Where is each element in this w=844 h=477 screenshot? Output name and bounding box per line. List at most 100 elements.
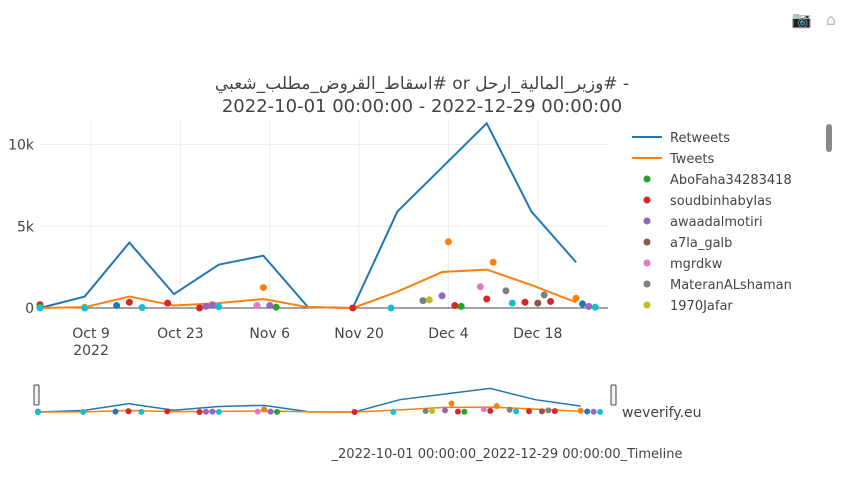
- user-point: [489, 258, 497, 266]
- range-point: [493, 403, 500, 410]
- range-point: [480, 406, 487, 413]
- range-point: [577, 407, 584, 414]
- user-point: [540, 291, 548, 299]
- x-tick-label: Dec 4: [428, 326, 469, 342]
- series-line-retweets: [39, 121, 577, 310]
- user-point: [138, 304, 146, 312]
- y-tick-label: 5k: [17, 219, 35, 235]
- user-point: [483, 295, 491, 303]
- chart-caption: _2022-10-01 00:00:00_2022-12-29 00:00:00…: [331, 447, 683, 462]
- range-point: [196, 409, 203, 415]
- legend-scrollbar[interactable]: [826, 124, 832, 152]
- legend-label: AboFaha34283418: [670, 173, 792, 188]
- range-point: [538, 408, 545, 415]
- user-point: [215, 303, 223, 311]
- user-point: [476, 283, 484, 291]
- range-point: [597, 408, 604, 415]
- y-tick-label: 10k: [8, 138, 35, 154]
- range-point: [164, 408, 171, 415]
- user-point: [534, 299, 542, 307]
- legend-swatch-dot: [643, 238, 651, 246]
- range-point: [351, 409, 358, 415]
- legend-swatch-dot: [643, 175, 651, 183]
- range-handle-right[interactable]: [610, 384, 617, 406]
- range-point: [454, 408, 461, 415]
- user-point: [572, 294, 580, 302]
- range-point: [526, 408, 533, 415]
- user-point: [202, 302, 210, 310]
- range-point: [461, 408, 468, 415]
- legend-swatch-dot: [643, 301, 651, 309]
- x-tick-sublabel: 2022: [73, 343, 109, 359]
- legend-label: a7la_galb: [670, 236, 732, 251]
- range-point: [138, 408, 145, 415]
- chart-title-line1: اسقاط_القروض_مطلب_شعبي# or وزير_المالية_…: [214, 74, 630, 94]
- user-point: [502, 287, 510, 295]
- legend-swatch-dot: [643, 280, 651, 288]
- x-tick-label: Oct 9: [72, 326, 110, 342]
- range-point: [487, 407, 494, 414]
- user-point: [125, 298, 133, 306]
- range-point: [506, 406, 513, 413]
- user-point: [508, 299, 516, 307]
- x-tick-label: Nov 20: [334, 326, 384, 342]
- range-point: [545, 407, 552, 414]
- legend-label: Retweets: [670, 131, 730, 146]
- x-tick-label: Dec 18: [513, 326, 562, 342]
- user-point: [438, 292, 446, 300]
- range-handle-left[interactable]: [33, 384, 40, 406]
- user-point: [591, 303, 599, 311]
- range-point: [551, 408, 558, 415]
- range-point: [584, 408, 591, 415]
- home-icon[interactable]: ⌂: [825, 10, 836, 29]
- legend-label: Tweets: [669, 152, 715, 167]
- user-point: [266, 302, 274, 310]
- range-point: [442, 407, 449, 414]
- legend-swatch-dot: [643, 259, 651, 267]
- range-point: [429, 407, 436, 414]
- legend-label: awaadalmotiri: [670, 215, 763, 230]
- user-point: [547, 297, 555, 305]
- user-point: [196, 304, 204, 312]
- user-point: [349, 304, 357, 312]
- user-point: [81, 304, 89, 312]
- modebar: 📷 ⌂: [792, 10, 836, 29]
- range-point: [422, 408, 429, 415]
- legend-swatch-dot: [643, 217, 651, 225]
- range-point: [80, 409, 87, 415]
- user-point: [164, 299, 172, 307]
- chart-title-line2: 2022-10-01 00:00:00 - 2022-12-29 00:00:0…: [221, 96, 623, 117]
- user-point: [521, 298, 529, 306]
- legend-label: soudbinhabylas: [670, 194, 772, 209]
- user-point: [457, 302, 465, 310]
- range-point: [261, 406, 268, 413]
- range-point: [267, 408, 274, 415]
- range-point: [215, 408, 222, 415]
- range-point: [35, 409, 41, 415]
- range-point: [448, 400, 455, 407]
- user-point: [36, 304, 44, 312]
- series-line-tweets: [39, 268, 577, 310]
- range-point: [125, 408, 132, 415]
- brand-label: weverify.eu: [622, 405, 702, 421]
- user-point: [253, 302, 261, 310]
- range-point: [590, 408, 597, 415]
- x-tick-label: Nov 6: [249, 326, 290, 342]
- user-point: [208, 301, 216, 309]
- range-point: [202, 408, 209, 415]
- user-point: [444, 238, 452, 246]
- legend-label: 1970Jafar: [670, 299, 733, 314]
- user-point: [272, 303, 280, 311]
- legend-label: MateranALshaman: [670, 278, 792, 293]
- camera-icon[interactable]: 📷: [791, 10, 812, 29]
- range-point: [112, 408, 119, 415]
- user-point: [585, 302, 593, 310]
- range-point: [274, 408, 281, 415]
- x-tick-label: Oct 23: [157, 326, 203, 342]
- user-point: [419, 297, 427, 305]
- range-point: [390, 409, 397, 415]
- range-point: [254, 408, 261, 415]
- user-point: [259, 284, 267, 292]
- user-point: [425, 296, 433, 304]
